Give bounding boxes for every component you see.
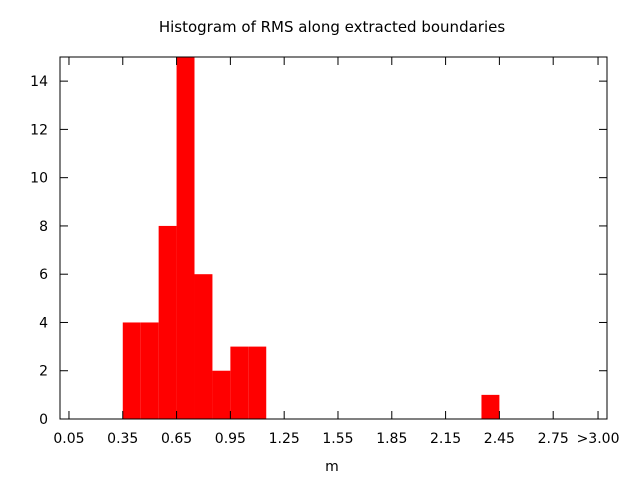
bar-5 <box>212 370 231 419</box>
y-tick-label-2: 4 <box>39 315 48 331</box>
x-tick-label-3: 0.95 <box>215 431 246 447</box>
y-tick-label-3: 6 <box>39 267 48 283</box>
x-axis: 0.05 0.35 0.65 0.95 1.25 1.55 1.85 2.15 2.45 2.75… <box>53 57 619 447</box>
x-tick-label-9: 2.75 <box>538 431 569 447</box>
y-tick-label-0: 0 <box>39 412 48 428</box>
bar-3 <box>176 57 195 419</box>
y-tick-label-1: 2 <box>39 364 48 380</box>
chart-title: Histogram of RMS along extracted boundar… <box>159 18 506 36</box>
x-tick-label-0: 0.05 <box>53 431 84 447</box>
x-tick-label-6: 1.85 <box>376 431 407 447</box>
x-axis-label: m <box>325 459 339 475</box>
bar-6 <box>230 346 249 419</box>
bar-2 <box>158 225 177 419</box>
x-tick-label-10: >3.00 <box>577 431 620 447</box>
x-tick-label-2: 0.65 <box>161 431 192 447</box>
plot-frame <box>59 56 608 420</box>
x-tick-label-1: 0.35 <box>107 431 138 447</box>
bars-group <box>122 57 500 419</box>
y-tick-label-7: 14 <box>30 74 48 90</box>
x-tick-label-8: 2.45 <box>484 431 515 447</box>
x-tick-label-5: 1.55 <box>322 431 353 447</box>
bar-7 <box>248 346 267 419</box>
bar-0 <box>122 322 141 419</box>
y-axis: 0 2 4 6 8 10 12 14 <box>30 74 607 428</box>
bar-4 <box>194 274 213 419</box>
x-tick-label-7: 2.15 <box>430 431 461 447</box>
x-tick-label-4: 1.25 <box>269 431 300 447</box>
y-tick-label-5: 10 <box>30 171 48 187</box>
y-tick-label-4: 8 <box>39 219 48 235</box>
y-tick-label-6: 12 <box>30 122 48 138</box>
bar-8 <box>481 394 500 419</box>
bar-1 <box>140 322 159 419</box>
